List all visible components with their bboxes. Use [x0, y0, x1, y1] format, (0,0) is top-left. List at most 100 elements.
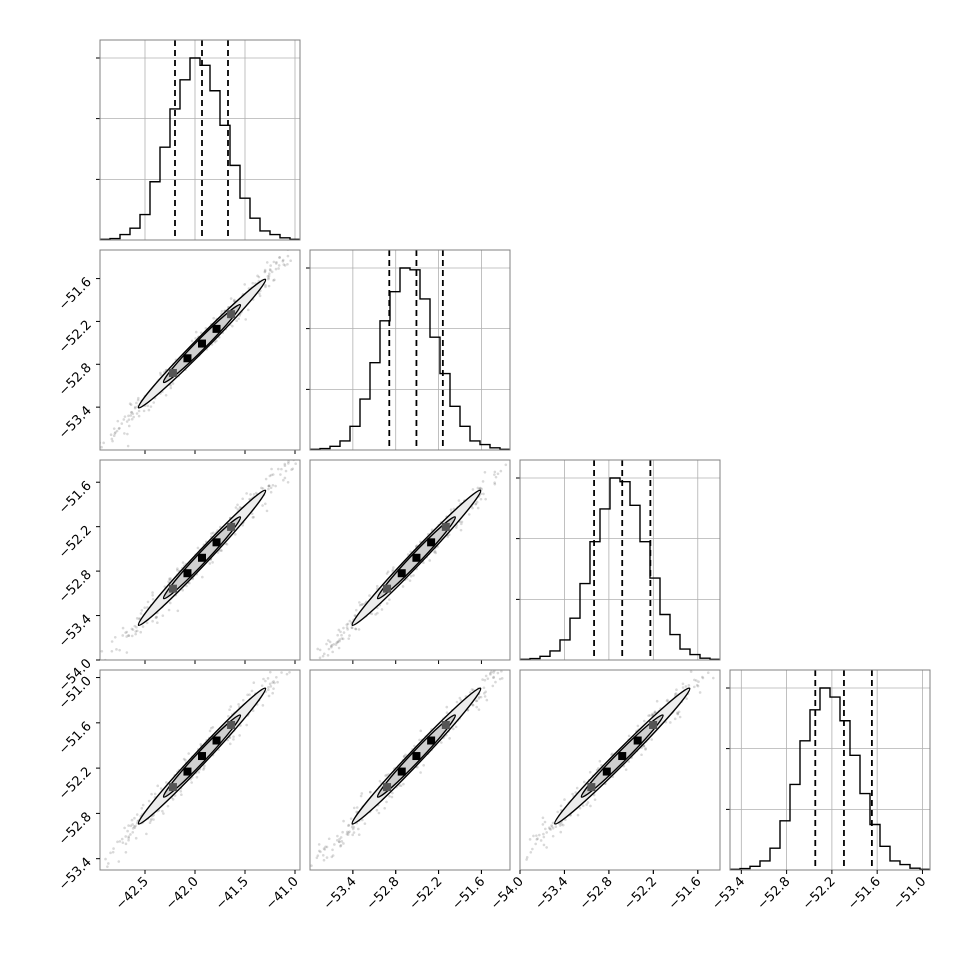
scatter-point: [753, 630, 756, 633]
scatter-point: [273, 278, 276, 282]
scatter-point: [109, 433, 113, 437]
scatter-point: [301, 242, 304, 245]
density-core: [212, 324, 221, 333]
scatter-point: [130, 410, 134, 414]
scatter-point: [126, 444, 130, 448]
scatter-point: [131, 827, 135, 830]
scatter-point: [342, 842, 345, 845]
scatter-point: [164, 393, 168, 397]
scatter-point: [256, 274, 259, 278]
scatter-point: [685, 697, 688, 700]
scatter-point: [484, 497, 487, 501]
scatter-point: [211, 561, 214, 564]
scatter-point: [644, 747, 647, 750]
scatter-point: [59, 917, 62, 920]
scatter-point: [117, 427, 121, 430]
scatter-point: [108, 660, 111, 663]
scatter-point: [190, 781, 193, 784]
scatter-point: [329, 644, 333, 648]
scatter-point: [316, 854, 320, 857]
scatter-point: [351, 827, 355, 831]
scatter-point: [249, 493, 252, 496]
scatter-point: [504, 463, 508, 467]
x-tick-label: −51.0: [891, 874, 930, 913]
scatter-point: [111, 850, 115, 854]
scatter-point: [282, 263, 286, 266]
scatter-point: [328, 640, 332, 644]
scatter-point: [681, 686, 685, 689]
scatter-point: [535, 834, 538, 837]
density-core: [212, 736, 221, 745]
scatter-point: [271, 483, 275, 487]
scatter-point: [492, 671, 495, 674]
scatter-point: [347, 823, 351, 827]
scatter-point: [112, 427, 116, 430]
density-core: [198, 752, 206, 761]
scatter-point: [102, 663, 105, 666]
scatter-point: [522, 441, 525, 444]
scatter-point: [195, 775, 199, 779]
scatter-point: [131, 823, 134, 826]
scatter-point: [346, 833, 350, 836]
scatter-point: [272, 661, 275, 664]
scatter-point: [339, 630, 342, 634]
scatter-point: [290, 468, 293, 471]
scatter-point: [78, 457, 81, 460]
scatter-point: [511, 853, 514, 856]
scatter-point: [610, 753, 613, 757]
scatter-point: [139, 630, 143, 634]
scatter-point: [458, 913, 461, 916]
scatter-point: [101, 675, 104, 678]
scatter-panel-3-0: −51.0−51.6−52.2−52.8−53.4 −42.5 −42.0 −41.5…: [56, 661, 302, 920]
scatter-point: [687, 684, 691, 687]
scatter-point: [551, 821, 555, 825]
x-tick-label: −41.5: [213, 874, 252, 913]
scatter-point: [286, 254, 290, 258]
panel-frame: [99, 39, 301, 241]
scatter-point: [269, 685, 273, 688]
scatter-point: [723, 659, 726, 662]
scatter-panel-2-1: [309, 441, 525, 664]
scatter-point: [229, 705, 233, 708]
scatter-point: [322, 858, 326, 862]
scatter-point: [156, 784, 160, 788]
scatter-point: [559, 804, 563, 808]
scatter-point: [337, 646, 341, 650]
scatter-point: [116, 840, 119, 844]
scatter-point: [336, 640, 340, 643]
scatter-point: [422, 561, 425, 565]
scatter-point: [653, 711, 656, 715]
scatter-point: [111, 439, 114, 443]
scatter-point: [330, 645, 333, 649]
scatter-point: [287, 460, 290, 463]
scatter-point: [123, 826, 126, 830]
scatter-point: [202, 768, 205, 771]
scatter-point: [460, 522, 463, 526]
scatter-point: [141, 625, 145, 628]
scatter-point: [287, 462, 290, 465]
scatter-point: [345, 832, 349, 836]
scatter-point: [322, 652, 326, 656]
scatter-point: [149, 819, 153, 822]
scatter-point: [169, 577, 172, 580]
scatter-point: [228, 736, 232, 740]
scatter-point: [352, 831, 356, 834]
scatter-point: [137, 396, 140, 400]
scatter-point: [113, 636, 117, 639]
scatter-point: [237, 317, 240, 320]
scatter-point: [440, 741, 443, 744]
scatter-point: [181, 588, 185, 592]
scatter-point: [209, 726, 213, 730]
scatter-point: [514, 655, 517, 658]
scatter-point: [711, 676, 715, 680]
scatter-point: [514, 866, 517, 869]
scatter-point: [114, 431, 117, 434]
scatter-point: [418, 738, 421, 742]
scatter-point: [674, 692, 677, 696]
scatter-point: [336, 640, 340, 644]
scatter-point: [213, 340, 217, 344]
scatter-point: [173, 794, 177, 797]
scatter-point: [115, 429, 119, 433]
scatter-point: [347, 824, 350, 828]
scatter-point: [551, 834, 555, 838]
